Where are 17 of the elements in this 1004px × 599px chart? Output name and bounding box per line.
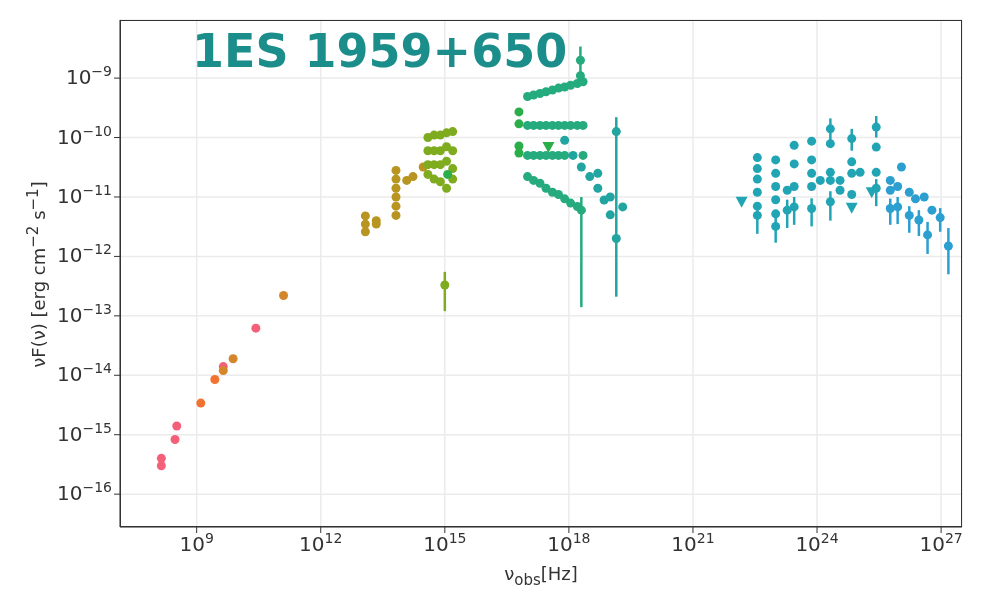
- x-tick-label: 10$^{12}$: [299, 530, 343, 556]
- x-tick-label: 10$^{21}$: [671, 530, 715, 556]
- y-tick-label: 10$^{−15}$: [57, 419, 112, 446]
- x-tick-label: 10$^{15}$: [423, 530, 467, 556]
- y-tick-label: 10$^{−12}$: [57, 241, 112, 268]
- y-tick-label: 10$^{−13}$: [57, 300, 112, 327]
- x-tick-label: 10$^{9}$: [179, 530, 214, 556]
- y-tick-label: 10$^{−14}$: [57, 360, 113, 387]
- x-tick-label: 10$^{27}$: [919, 530, 963, 556]
- y-tick-label: 10$^{−11}$: [57, 181, 112, 208]
- y-tick-label: 10$^{−10}$: [57, 122, 112, 149]
- x-axis-title: ν$_{obs}$[Hz]: [503, 563, 579, 589]
- x-tick-label: 10$^{18}$: [547, 530, 591, 556]
- x-tick-label: 10$^{24}$: [795, 530, 839, 556]
- y-tick-label: 10$^{−16}$: [57, 479, 113, 506]
- y-tick-label: 10$^{−9}$: [65, 63, 112, 90]
- chart-title: 1ES 1959+650: [192, 24, 568, 78]
